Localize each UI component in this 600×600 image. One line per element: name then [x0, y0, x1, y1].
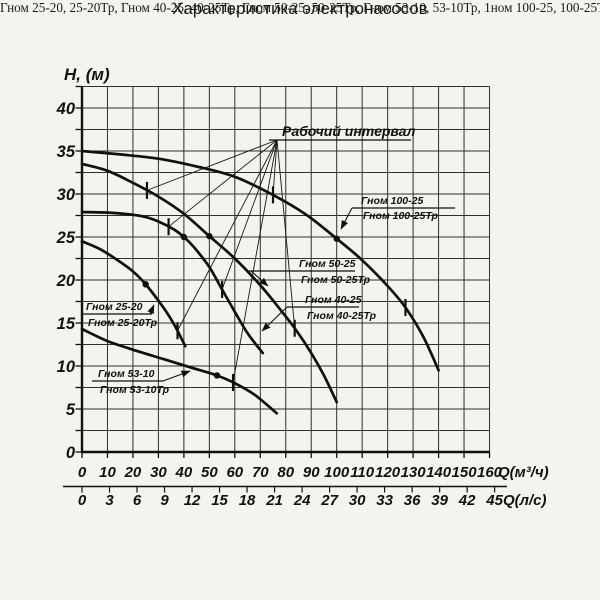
x-tick-label: 36 — [404, 492, 421, 509]
label-text-gnom-25-20: Гном 25-20 — [86, 301, 143, 313]
secondary-scale-rule — [63, 485, 507, 493]
label-text-gnom-53-10: Гном 53-10 — [98, 368, 155, 380]
duty-point-gnom-100-25 — [333, 235, 340, 242]
x-tick-label: 140 — [426, 464, 452, 481]
x-tick-label: 110 — [350, 464, 375, 481]
label-text-gnom-50-25: Гном 50-25 — [299, 258, 356, 270]
y-tick-label: 35 — [57, 143, 76, 161]
label-text-gnom-53-10-tr: Гном 53-10Тр — [100, 384, 170, 396]
label-text-gnom-40-25-tr: Гном 40-25Тр — [307, 310, 377, 322]
label-text-gnom-100-25-tr: Гном 100-25Тр — [363, 210, 438, 222]
y-tick-label: 25 — [56, 229, 76, 247]
duty-point-gnom-53-10 — [213, 372, 221, 379]
x-tick-label: 0 — [78, 492, 87, 509]
x-tick-label: 3 — [105, 492, 114, 509]
x-tick-label: 50 — [201, 464, 218, 481]
x-tick-label: 18 — [239, 492, 256, 509]
x-tick-label: 12 — [184, 492, 201, 509]
working-interval-ticks — [145, 181, 407, 391]
y-tick-label: 20 — [56, 272, 76, 290]
x-tick-label: 15 — [211, 492, 228, 509]
x-tick-label: 21 — [265, 492, 283, 509]
duty-point-gnom-40-25 — [180, 233, 188, 241]
x-tick-label: 10 — [99, 464, 116, 481]
plot-frame — [75, 85, 491, 458]
x-tick-label: 45 — [485, 492, 503, 509]
label-text-gnom-50-25-tr: Гном 50-25Тр — [301, 274, 371, 286]
x-tick-label: 0 — [78, 464, 87, 481]
y-axis-labels: 0 5 10 15 20 25 30 35 40 — [56, 100, 76, 462]
chart-subtitle: Гном 25-20, 25-20Тр, Гном 40-25, 40-25Тр… — [0, 0, 600, 15]
label-gnom-25-20: Гном 25-20 Гном 25-20Тр — [83, 301, 158, 329]
x-tick-label: 39 — [431, 492, 448, 509]
label-gnom-40-25: Гном 40-25 Гном 40-25Тр — [261, 294, 377, 332]
y-tick-label: 0 — [66, 444, 76, 462]
x-tick-label: 30 — [150, 464, 167, 481]
x-tick-label: 42 — [458, 492, 476, 509]
fan-line — [177, 139, 278, 331]
x-tick-label: 90 — [303, 464, 320, 481]
y-tick-label: 5 — [66, 401, 76, 419]
fan-line — [276, 139, 296, 329]
label-leader-gnom-25-20 — [147, 304, 155, 315]
label-gnom-53-10: Гном 53-10 Гном 53-10Тр — [92, 368, 191, 396]
curve-gnom-25-20 — [80, 239, 187, 348]
duty-point-gnom-50-25 — [206, 232, 213, 240]
label-text-gnom-100-25: Гном 100-25 — [361, 195, 423, 207]
x-tick-label: 130 — [401, 464, 427, 481]
curve-gnom-40-25 — [80, 210, 265, 355]
curve-gnom-50-25 — [80, 162, 339, 404]
y-tick-label: 30 — [57, 186, 76, 204]
x-tick-label: 30 — [349, 492, 366, 509]
fan-line — [146, 139, 278, 191]
x-tick-label: 120 — [375, 464, 401, 481]
x-tick-label: 33 — [376, 492, 393, 509]
label-leader-gnom-50-25 — [250, 270, 269, 287]
working-interval-label: Рабочий интервал — [269, 123, 416, 141]
label-text-gnom-40-25: Гном 40-25 — [305, 294, 362, 306]
y-axis-title: H, (м) — [64, 65, 110, 84]
x-tick-label: 80 — [277, 464, 294, 481]
curve-gnom-53-10 — [80, 327, 279, 415]
x-axis-primary-title: Q(м³/ч) — [498, 464, 549, 481]
label-leader-gnom-53-10 — [162, 370, 191, 382]
y-tick-label: 15 — [57, 315, 76, 333]
grid — [81, 86, 491, 453]
x-tick-label: 100 — [324, 464, 350, 481]
chart-title: Характеристика электронасосов — [172, 0, 428, 18]
working-interval-text: Рабочий интервал — [282, 123, 416, 139]
x-tick-label: 24 — [293, 492, 311, 509]
label-gnom-100-25: Гном 100-25 Гном 100-25Тр — [340, 195, 455, 230]
y-tick-label: 40 — [56, 100, 76, 118]
x-tick-label: 6 — [133, 492, 142, 509]
x-tick-label: 160 — [477, 464, 503, 481]
x-tick-label: 9 — [160, 492, 169, 509]
fan-line — [221, 139, 278, 290]
x-tick-label: 20 — [124, 464, 142, 481]
fan-line — [232, 139, 278, 383]
label-leader-gnom-40-25 — [261, 306, 288, 332]
label-text-gnom-25-20-tr: Гном 25-20Тр — [88, 317, 158, 329]
y-tick-label: 10 — [57, 358, 76, 376]
x-tick-label: 150 — [452, 464, 478, 481]
working-interval-fan-lines — [146, 139, 296, 383]
label-leader-gnom-100-25 — [340, 207, 353, 230]
fan-line — [272, 139, 278, 195]
x-axis-primary-labels: 0 10 20 30 40 50 60 70 80 90 100 110 120 130 140 150 160 — [78, 464, 503, 481]
label-gnom-50-25: Гном 50-25 Гном 50-25Тр — [249, 258, 371, 287]
x-tick-label: 40 — [175, 464, 193, 481]
x-tick-label: 60 — [226, 464, 243, 481]
x-axis-secondary-title: Q(л/с) — [503, 492, 547, 509]
duty-points — [142, 232, 340, 379]
x-axis-secondary-labels: 0 3 6 9 12 15 18 21 24 27 30 33 36 39 42 45 — [78, 492, 504, 509]
x-tick-label: 70 — [252, 464, 269, 481]
duty-point-gnom-25-20 — [142, 281, 149, 288]
x-tick-label: 27 — [320, 492, 338, 509]
fan-line — [168, 139, 278, 228]
